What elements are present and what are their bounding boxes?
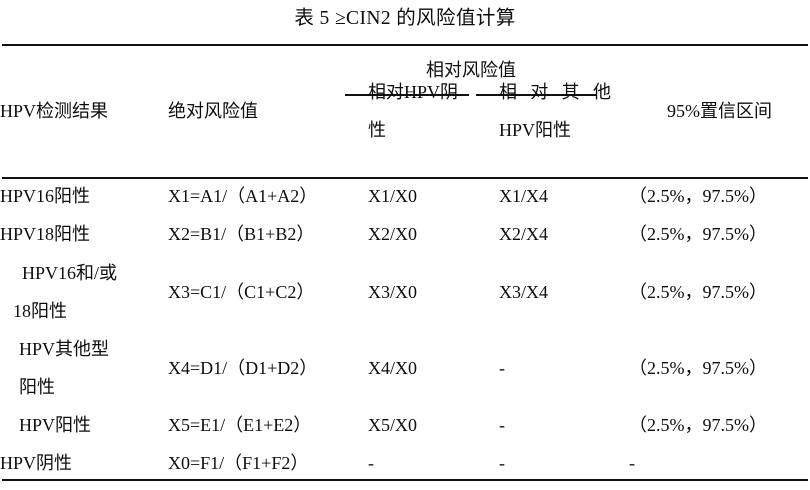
column-group-header-relative-risk: 相对风险值	[426, 60, 516, 80]
cell-absolute-risk: X3=C1/（C1+C2）	[168, 281, 315, 302]
table-row: HPV16和/或 18阳性 X3=C1/（C1+C2） X3/X0 X3/X4 …	[0, 253, 810, 330]
cell-hpv-result-line1: HPV16和/或	[22, 262, 118, 283]
cell-relative-to-hpv-negative: X2/X0	[368, 224, 417, 244]
cell-relative-to-hpv-negative: X5/X0	[368, 415, 417, 435]
cell-hpv-result: HPV16和/或 18阳性	[0, 253, 168, 330]
table-title: 表 5 ≥CIN2 的风险值计算	[294, 8, 516, 29]
cell-relative-to-hpv-negative: -	[368, 453, 374, 473]
cell-absolute-risk: X1=A1/（A1+A2）	[168, 186, 318, 206]
cell-relative-to-other-hpv-positive: X2/X4	[499, 224, 548, 244]
cell-hpv-result-line2: 阳性	[19, 377, 55, 397]
cell-hpv-result: HPV阴性	[0, 453, 73, 473]
cell-hpv-result: HPV阳性	[19, 415, 92, 435]
cell-confidence-interval: （2.5%，97.5%）	[629, 358, 767, 378]
cell-hpv-result-line1: HPV其他型	[19, 339, 110, 359]
cell-absolute-risk: X4=D1/（D1+D2）	[168, 358, 318, 378]
cell-confidence-interval: （2.5%，97.5%）	[629, 415, 767, 435]
table-row: HPV16阳性 X1=A1/（A1+A2） X1/X0 X1/X4 （2.5%，…	[0, 177, 810, 215]
column-header-relative-to-hpv-negative-line2: 性	[368, 119, 386, 140]
cell-hpv-result: HPV其他型 阳性	[0, 330, 168, 406]
table-row: HPV18阳性 X2=B1/（B1+B2） X2/X0 X2/X4 （2.5%，…	[0, 215, 810, 253]
subheader-rule-right	[476, 94, 596, 96]
cell-confidence-interval: （2.5%，97.5%）	[629, 224, 767, 244]
table-row: HPV阳性 X5=E1/（E1+E2） X5/X0 - （2.5%，97.5%）	[0, 406, 810, 444]
table-row: HPV其他型 阳性 X4=D1/（D1+D2） X4/X0 - （2.5%，97…	[0, 330, 810, 406]
cell-relative-to-other-hpv-positive: -	[499, 415, 505, 435]
risk-calculation-table: HPV检测结果 绝对风险值 相对HPV阴 性 相对其他 HPV阳性 95%置信区…	[0, 44, 810, 482]
cell-relative-to-hpv-negative: X3/X0	[368, 281, 417, 302]
column-header-confidence-interval: 95%置信区间	[667, 100, 772, 121]
column-header-absolute-risk: 绝对风险值	[168, 100, 258, 121]
table-header-row: HPV检测结果 绝对风险值 相对HPV阴 性 相对其他 HPV阳性 95%置信区…	[0, 44, 810, 177]
table-bottom-rule	[2, 479, 808, 481]
column-header-relative-to-other-hpv-positive-line2: HPV阳性	[499, 119, 572, 140]
cell-relative-to-other-hpv-positive: -	[499, 358, 505, 378]
cell-confidence-interval: （2.5%，97.5%）	[629, 186, 767, 206]
cell-absolute-risk: X2=B1/（B1+B2）	[168, 224, 315, 244]
cell-relative-to-other-hpv-positive: X3/X4	[499, 281, 548, 302]
cell-relative-to-hpv-negative: X1/X0	[368, 186, 417, 206]
cell-confidence-interval: -	[629, 453, 635, 473]
column-header-relative-to-hpv-negative-line1: 相对HPV阴	[368, 81, 459, 102]
cell-relative-to-other-hpv-positive: X1/X4	[499, 186, 548, 206]
cell-hpv-result: HPV18阳性	[0, 224, 91, 244]
cell-absolute-risk: X0=F1/（F1+F2）	[168, 453, 309, 473]
cell-hpv-result-line2: 18阳性	[13, 300, 67, 321]
table-row: HPV阴性 X0=F1/（F1+F2） - - -	[0, 444, 810, 482]
subheader-rule-left	[345, 94, 469, 96]
column-header-relative-to-other-hpv-positive-line1: 相对其他	[499, 81, 611, 102]
column-header-relative-to-hpv-negative: 相对HPV阴 性	[368, 44, 499, 177]
cell-relative-to-hpv-negative: X4/X0	[368, 358, 417, 378]
cell-absolute-risk: X5=E1/（E1+E2）	[168, 415, 312, 435]
column-header-relative-to-other-hpv-positive: 相对其他 HPV阳性	[499, 44, 629, 177]
table-header-rule	[2, 177, 808, 179]
cell-confidence-interval: （2.5%，97.5%）	[629, 281, 767, 302]
column-header-hpv-result: HPV检测结果	[0, 100, 109, 121]
cell-relative-to-other-hpv-positive: -	[499, 453, 505, 473]
table-top-rule	[2, 44, 808, 46]
cell-hpv-result: HPV16阳性	[0, 186, 91, 206]
